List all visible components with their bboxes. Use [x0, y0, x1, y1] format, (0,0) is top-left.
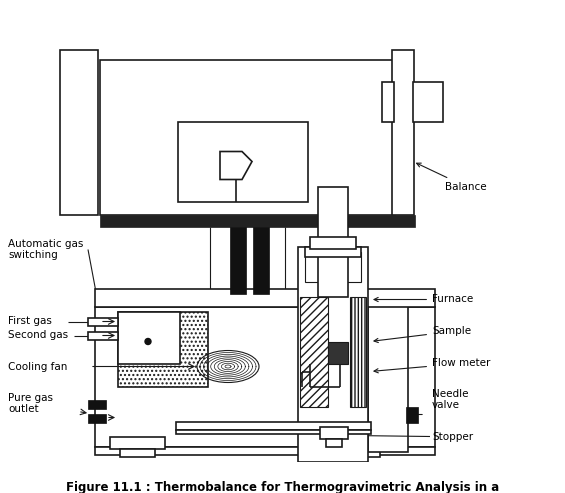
Bar — [326, 186, 340, 291]
Text: Needle
valve: Needle valve — [432, 388, 468, 410]
Bar — [300, 296, 328, 407]
Bar — [406, 407, 418, 423]
Bar — [320, 426, 348, 438]
Text: Cooling fan: Cooling fan — [8, 361, 67, 372]
Text: Flow meter: Flow meter — [374, 358, 490, 373]
Bar — [368, 291, 408, 452]
Text: First gas: First gas — [8, 317, 52, 326]
Bar — [88, 331, 118, 340]
Bar — [176, 422, 371, 429]
Text: Automatic gas
switching: Automatic gas switching — [8, 239, 84, 260]
Bar — [326, 438, 342, 447]
Bar — [95, 307, 435, 447]
Bar — [100, 60, 395, 214]
Bar — [118, 312, 180, 363]
Bar — [350, 296, 366, 407]
Bar — [328, 342, 348, 363]
Bar — [110, 436, 165, 449]
Bar — [305, 251, 361, 282]
Bar — [382, 81, 394, 121]
Bar — [253, 226, 269, 293]
Text: Second gas: Second gas — [8, 330, 68, 341]
Bar — [298, 246, 368, 461]
Text: Pure gas
outlet: Pure gas outlet — [8, 393, 53, 414]
Bar — [95, 288, 435, 307]
Bar — [413, 81, 443, 121]
Bar — [118, 312, 208, 387]
Bar — [88, 399, 106, 409]
Bar — [178, 121, 308, 202]
Bar — [392, 49, 414, 214]
Bar — [120, 449, 155, 457]
Bar — [88, 414, 106, 423]
Text: Figure 11.1 : Thermobalance for Thermogravimetric Analysis in a
Controlled Atmos: Figure 11.1 : Thermobalance for Thermogr… — [66, 482, 499, 493]
Bar — [100, 214, 415, 226]
Bar — [318, 186, 348, 296]
Bar — [176, 429, 371, 433]
Bar — [345, 449, 380, 457]
Text: Balance: Balance — [416, 163, 486, 191]
Text: Sample: Sample — [374, 326, 471, 343]
Bar — [305, 246, 361, 256]
Text: Stopper: Stopper — [432, 431, 473, 442]
Bar — [230, 226, 246, 293]
Bar — [88, 317, 118, 325]
Text: Furnace: Furnace — [374, 294, 473, 305]
Bar — [95, 447, 435, 455]
Polygon shape — [220, 151, 252, 179]
Circle shape — [145, 339, 151, 345]
Bar — [60, 49, 98, 214]
Bar — [310, 237, 356, 248]
Bar — [335, 436, 390, 449]
